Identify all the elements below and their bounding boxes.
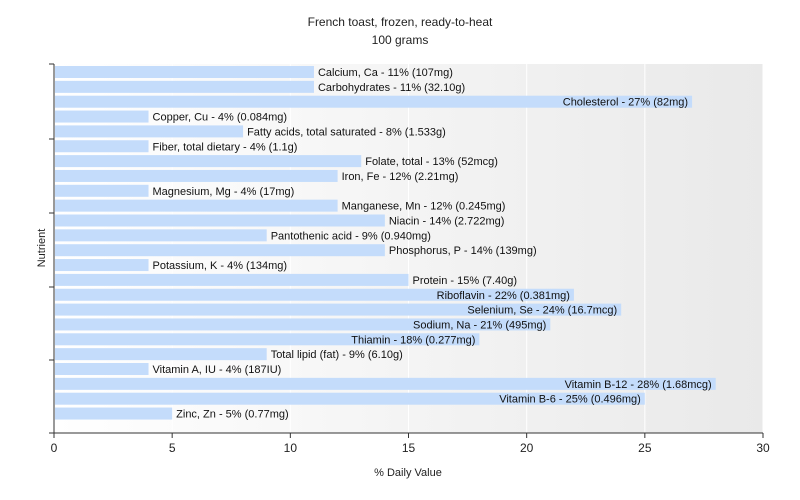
bar-label: Vitamin B-12 - 28% (1.68mcg) <box>565 379 712 391</box>
chart-title: French toast, frozen, ready-to-heat <box>308 15 493 29</box>
bar-label: Magnesium, Mg - 4% (17mg) <box>153 186 295 198</box>
bar <box>55 140 149 153</box>
bar <box>55 214 385 227</box>
bar <box>55 392 645 405</box>
bar-label: Total lipid (fat) - 9% (6.10g) <box>271 349 403 361</box>
bar-label: Carbohydrates - 11% (32.10g) <box>318 82 465 94</box>
bar-label: Cholesterol - 27% (82mg) <box>563 97 688 109</box>
bar-label: Potassium, K - 4% (134mg) <box>153 260 288 272</box>
bar <box>55 199 338 212</box>
bar-label: Manganese, Mn - 12% (0.245mg) <box>342 201 506 213</box>
bar <box>55 169 338 182</box>
bar-label: Thiamin - 18% (0.277mg) <box>351 334 475 346</box>
bar-label: Vitamin A, IU - 4% (187IU) <box>153 364 282 376</box>
bar <box>55 288 574 301</box>
bar-label: Selenium, Se - 24% (16.7mcg) <box>467 305 617 317</box>
bar <box>55 155 362 168</box>
y-axis-label: Nutrient <box>36 229 48 268</box>
bar <box>55 259 149 272</box>
bar-label: Riboflavin - 22% (0.381mg) <box>437 290 570 302</box>
bar-label: Zinc, Zn - 5% (0.77mg) <box>176 409 288 421</box>
bar <box>55 303 622 316</box>
bar <box>55 125 244 138</box>
bar-label: Pantothenic acid - 9% (0.940mg) <box>271 230 431 242</box>
bar <box>55 348 267 361</box>
x-tick-label: 20 <box>520 441 534 455</box>
x-tick-label: 25 <box>638 441 652 455</box>
bar <box>55 184 149 197</box>
bar-label: Fatty acids, total saturated - 8% (1.533… <box>247 126 446 138</box>
bar <box>55 80 314 93</box>
x-tick-label: 15 <box>402 441 416 455</box>
bar <box>55 110 149 123</box>
bar <box>55 407 173 420</box>
bar-label: Iron, Fe - 12% (2.21mg) <box>342 171 459 183</box>
chart-subtitle: 100 grams <box>372 33 429 47</box>
bar <box>55 229 267 242</box>
bar <box>55 66 314 78</box>
bar-label: Vitamin B-6 - 25% (0.496mg) <box>499 394 641 406</box>
bar <box>55 318 551 331</box>
bar <box>55 95 693 108</box>
bar <box>55 273 409 286</box>
bar-label: Copper, Cu - 4% (0.084mg) <box>153 112 288 124</box>
x-axis-label: % Daily Value <box>374 467 442 479</box>
bar <box>55 363 149 375</box>
bar-label: Phosphorus, P - 14% (139mg) <box>389 245 537 257</box>
bar-label: Protein - 15% (7.40g) <box>413 275 518 287</box>
bar-label: Calcium, Ca - 11% (107mg) <box>318 67 453 79</box>
x-tick-label: 10 <box>284 441 298 455</box>
bar <box>55 333 480 346</box>
bar <box>55 377 716 390</box>
bar-label: Fiber, total dietary - 4% (1.1g) <box>153 141 298 153</box>
bar-label: Sodium, Na - 21% (495mg) <box>413 319 546 331</box>
x-tick-label: 5 <box>169 441 176 455</box>
bars: Calcium, Ca - 11% (107mg) Carbohydrates -… <box>55 66 716 421</box>
bar-label: Folate, total - 13% (52mcg) <box>365 156 498 168</box>
axes: 0 5 10 15 20 25 30 <box>49 63 770 455</box>
bar-label: Niacin - 14% (2.722mg) <box>389 216 505 228</box>
x-tick-label: 0 <box>51 441 58 455</box>
x-tick-label: 30 <box>756 441 770 455</box>
bar <box>55 244 385 257</box>
